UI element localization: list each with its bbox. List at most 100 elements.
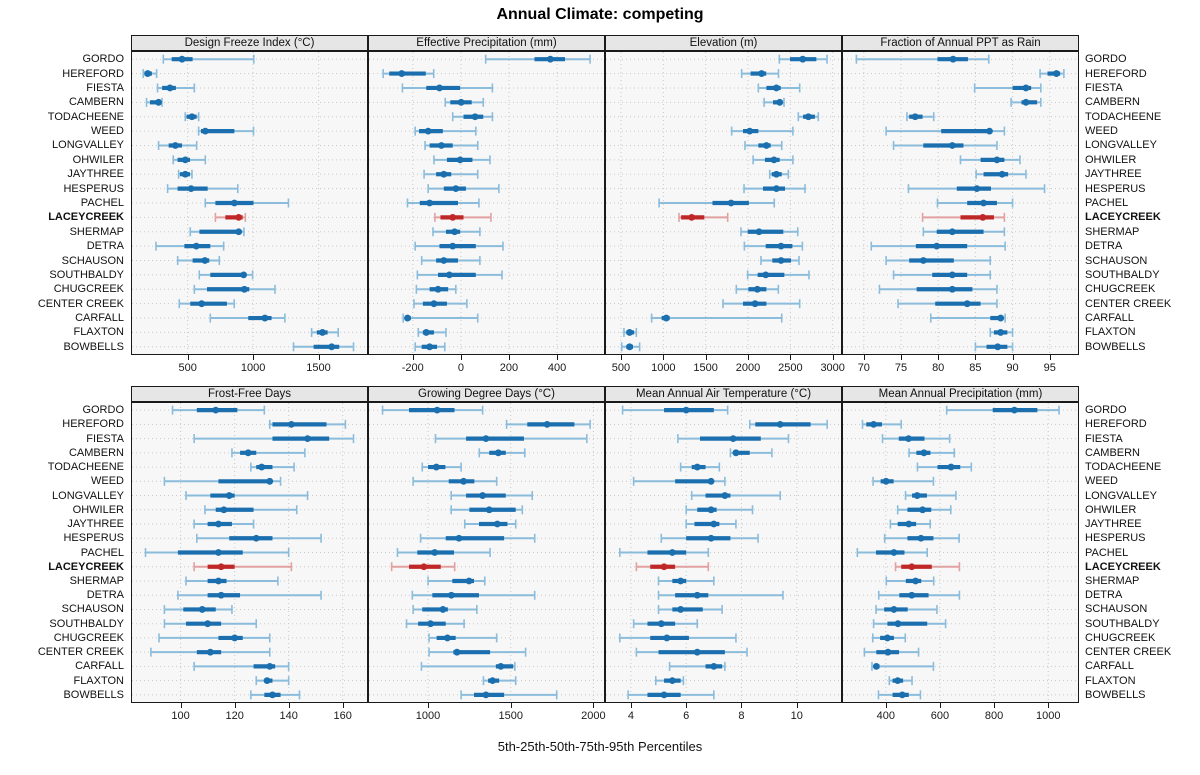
panel-canvas-effective-precipitation (369, 52, 604, 354)
median-dot (948, 271, 956, 279)
interval-row-southbaldy (163, 619, 258, 629)
median-dot (494, 449, 502, 457)
interval-row-weed (730, 126, 794, 136)
interval-row-weed (872, 476, 935, 486)
interval-row-jaythree (685, 519, 737, 529)
median-dot (430, 300, 438, 308)
x-tick-mark (975, 355, 977, 360)
x-tick-label: 75 (894, 362, 908, 374)
interval-row-southbaldy (746, 270, 810, 280)
median-dot (215, 577, 222, 585)
station-label: CAMBERN (1085, 446, 1141, 459)
x-tick-label: 800 (984, 710, 1004, 722)
median-dot (431, 549, 439, 556)
median-dot (225, 492, 233, 499)
median-dot (252, 534, 260, 542)
x-axis-mean-annual-air-temperature: 4 6 8 10 (605, 703, 842, 727)
interval-row-laceycreek (678, 212, 729, 222)
interval-row-hereford (268, 419, 347, 429)
station-label: FLAXTON (1085, 326, 1136, 339)
median-dot (917, 534, 925, 542)
interval-row-southbaldy (416, 270, 503, 280)
median-dot (973, 185, 981, 193)
gridlines (369, 52, 604, 354)
station-label: CENTER CREEK (37, 297, 124, 310)
x-tick-mark (863, 355, 865, 360)
median-dot (433, 406, 441, 414)
station-label: PACHEL (80, 546, 124, 559)
median-dot (201, 127, 209, 135)
interval-row-shermap (885, 576, 935, 586)
x-tick-label: 500 (178, 362, 197, 374)
median-dot (884, 648, 892, 656)
interval-row-bowbells (292, 342, 355, 352)
x-tick-label: 1000 (651, 362, 676, 374)
station-labels-left-bottom: GORDO HEREFORD FIESTA CAMBERN TODACHEENE WEED… (2, 402, 128, 703)
interval-row-cambern (729, 448, 773, 458)
interval-row-ohwiler (896, 505, 952, 515)
median-dot (546, 55, 554, 63)
median-dot (947, 463, 955, 471)
interval-row-longvalley (744, 140, 783, 150)
station-label: HEREFORD (62, 418, 124, 431)
x-tick-mark (318, 355, 320, 360)
median-dot (729, 435, 737, 442)
station-label: PACHEL (80, 197, 124, 209)
interval-row-cambern (444, 97, 485, 107)
median-dot (263, 677, 271, 685)
station-label: GORDO (1085, 404, 1127, 417)
interval-row-laceycreek (894, 562, 961, 572)
x-tick-label: 140 (279, 710, 298, 722)
interval-row-bowbells (877, 690, 922, 700)
x-tick-mark (741, 703, 743, 708)
interval-row-fiesta (401, 83, 494, 93)
x-tick-label: 95 (1043, 362, 1056, 374)
interval-row-cambern (231, 448, 306, 458)
median-dot (198, 300, 206, 308)
station-label: PACHEL (1085, 197, 1129, 209)
median-dot (261, 314, 269, 322)
median-dot (198, 606, 206, 613)
interval-row-ohwiler (959, 155, 1021, 165)
station-label: FLAXTON (73, 674, 124, 687)
median-dot (677, 577, 685, 585)
median-dot (882, 477, 890, 485)
station-label: OHWILER (72, 503, 124, 516)
station-label: OHWILER (1085, 153, 1137, 166)
interval-row-hesperus (196, 533, 322, 543)
median-dot (240, 271, 248, 279)
panel-plot-mean-annual-air-temperature (605, 402, 842, 703)
median-dot (457, 98, 465, 106)
interval-row-hesperus (883, 533, 960, 543)
median-dot (1022, 84, 1030, 92)
median-dot (485, 506, 493, 514)
x-tick-label: 1000 (240, 362, 266, 374)
station-label: SHERMAP (69, 225, 124, 238)
median-dot (181, 170, 189, 178)
median-dot (460, 477, 467, 485)
interval-row-center-creek (722, 299, 801, 309)
median-dot (489, 677, 496, 685)
median-dot (660, 691, 668, 699)
median-dot (949, 55, 957, 63)
interval-row-jaythree (975, 169, 1027, 179)
x-tick-label: 3000 (820, 362, 845, 374)
median-dot (439, 606, 447, 613)
x-tick-mark (428, 703, 430, 708)
panel-strip-title: Fraction of Annual PPT as Rain (880, 37, 1041, 49)
median-dot (449, 242, 457, 250)
interval-row-hesperus (166, 184, 239, 194)
panel-strip-fraction-ppt-rain: Fraction of Annual PPT as Rain (842, 35, 1079, 51)
interval-row-center-creek (413, 299, 468, 309)
panel-canvas-growing-degree-days (369, 403, 604, 702)
interval-row-center-creek (428, 647, 527, 657)
x-tick-mark (460, 355, 462, 360)
x-tick-mark (1049, 355, 1051, 360)
station-label: BOWBELLS (63, 688, 124, 701)
median-dot (693, 463, 701, 471)
median-dot (269, 691, 276, 699)
panel-strip-mean-annual-precipitation: Mean Annual Precipitation (mm) (842, 386, 1079, 402)
interval-row-detra (155, 241, 225, 251)
x-tick-mark (180, 703, 182, 708)
interval-row-carfall (871, 661, 935, 671)
